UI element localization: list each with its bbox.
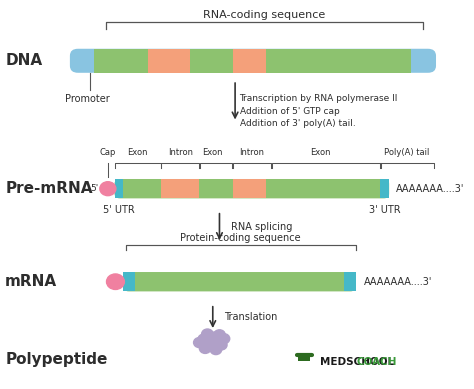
Circle shape [201, 329, 213, 339]
Text: 5': 5' [91, 184, 99, 193]
Text: MEDSCHOOL: MEDSCHOOL [320, 357, 394, 367]
FancyBboxPatch shape [299, 354, 310, 361]
Text: RNA splicing: RNA splicing [231, 222, 292, 232]
Text: Exon: Exon [128, 147, 148, 156]
Circle shape [216, 340, 227, 350]
FancyBboxPatch shape [380, 179, 389, 198]
Text: Pre-mRNA: Pre-mRNA [5, 181, 92, 196]
FancyBboxPatch shape [233, 49, 266, 73]
Circle shape [198, 334, 210, 344]
Circle shape [193, 338, 205, 348]
Text: 3' UTR: 3' UTR [369, 205, 401, 216]
Text: Exon: Exon [201, 147, 222, 156]
Text: mRNA: mRNA [5, 274, 57, 289]
FancyBboxPatch shape [123, 272, 135, 291]
Text: Transcription by RNA polymerase II
Addition of 5' GTP cap
Addition of 3' poly(A): Transcription by RNA polymerase II Addit… [239, 94, 398, 128]
Text: Polypeptide: Polypeptide [5, 352, 108, 367]
Circle shape [100, 182, 116, 196]
Text: Cap: Cap [100, 147, 116, 156]
Text: Protein-coding sequence: Protein-coding sequence [181, 233, 301, 243]
Text: AAAAAAA....3': AAAAAAA....3' [364, 277, 432, 287]
Circle shape [200, 343, 211, 354]
Circle shape [205, 339, 216, 349]
FancyBboxPatch shape [115, 179, 389, 198]
FancyBboxPatch shape [70, 49, 436, 73]
Text: Translation: Translation [224, 312, 277, 322]
Text: DNA: DNA [5, 53, 42, 68]
FancyBboxPatch shape [233, 179, 266, 198]
FancyBboxPatch shape [162, 179, 200, 198]
Circle shape [218, 334, 230, 344]
FancyBboxPatch shape [94, 49, 411, 73]
Text: Poly(A) tail: Poly(A) tail [384, 147, 429, 156]
Text: COACH: COACH [357, 357, 398, 367]
FancyBboxPatch shape [115, 179, 123, 198]
Circle shape [201, 340, 212, 350]
FancyBboxPatch shape [123, 272, 356, 291]
Circle shape [208, 332, 219, 342]
Text: Intron: Intron [239, 147, 264, 156]
Text: Promoter: Promoter [65, 94, 110, 104]
Circle shape [214, 330, 225, 340]
Text: RNA-coding sequence: RNA-coding sequence [203, 10, 325, 20]
Text: AAAAAAA....3': AAAAAAA....3' [396, 184, 464, 194]
Circle shape [210, 345, 222, 355]
FancyBboxPatch shape [148, 49, 191, 73]
Circle shape [107, 274, 124, 289]
Text: Intron: Intron [168, 147, 192, 156]
Text: 5' UTR: 5' UTR [103, 205, 135, 216]
Text: Exon: Exon [310, 147, 330, 156]
FancyBboxPatch shape [345, 272, 356, 291]
